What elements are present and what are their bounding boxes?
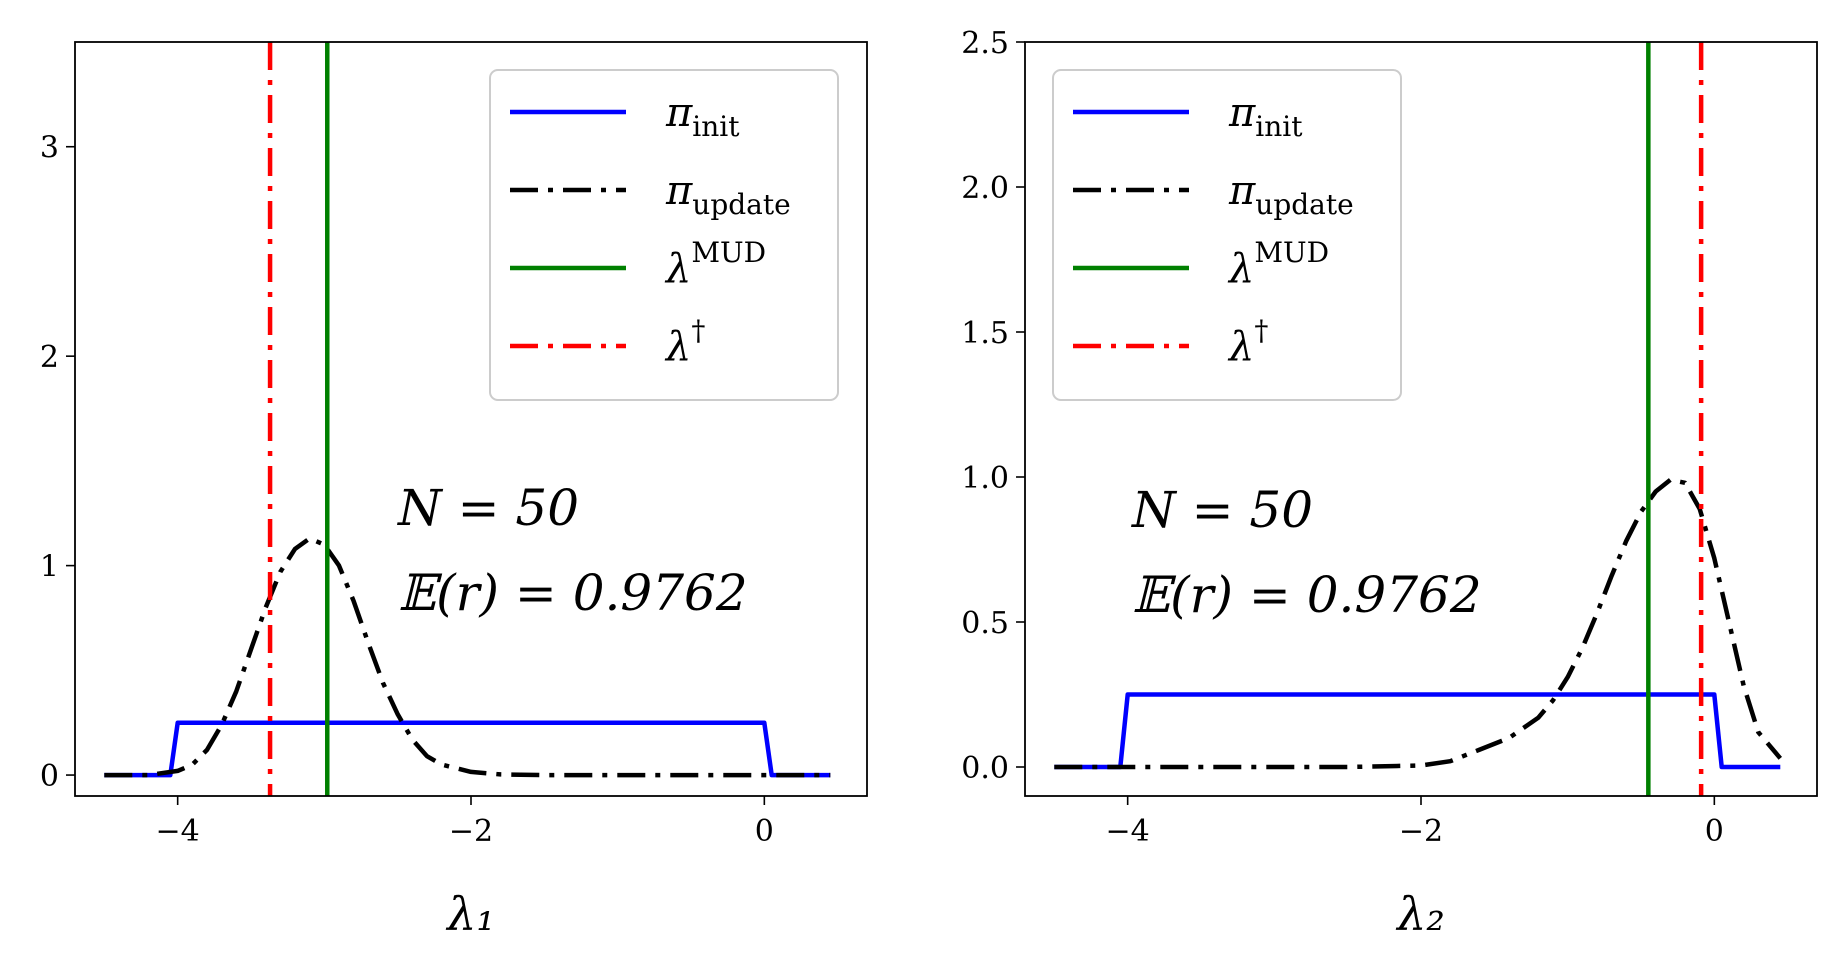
legend-label-0: πinit xyxy=(665,90,740,143)
y-tick-label: 2.5 xyxy=(961,26,1009,61)
legend-label-sup: MUD xyxy=(691,236,766,269)
legend-label-base: π xyxy=(665,168,693,214)
plot-area xyxy=(1054,42,1783,796)
legend-box xyxy=(1052,69,1402,401)
axes-frame xyxy=(1024,41,1818,797)
y-tick-label: 0.0 xyxy=(961,751,1009,786)
x-axis-label: λ₂ xyxy=(1395,887,1445,941)
series-line-1 xyxy=(104,536,831,778)
legend-label-3: λ† xyxy=(1227,314,1268,370)
x-tick-label: 0 xyxy=(1705,814,1724,849)
y-tick-label: 0 xyxy=(40,759,59,794)
legend-label-2: λMUD xyxy=(1227,236,1329,292)
legend-label-base: π xyxy=(1228,168,1256,214)
plot-area xyxy=(104,42,831,796)
series-line-0 xyxy=(104,720,831,778)
x-tick-label: −2 xyxy=(449,814,493,849)
axes-frame xyxy=(74,41,868,797)
y-tick-label: 1.5 xyxy=(961,316,1009,351)
annotation-1: 𝔼(r) = 0.9762 xyxy=(398,564,748,622)
legend-label-base: λ xyxy=(1227,246,1254,292)
legend-label-sub: init xyxy=(1255,110,1303,143)
y-tick-label: 0.5 xyxy=(961,606,1009,641)
legend-label-1: πupdate xyxy=(665,168,791,221)
y-tick-label: 1 xyxy=(40,550,59,585)
x-tick-label: −4 xyxy=(156,814,200,849)
legend-label-2: λMUD xyxy=(664,236,766,292)
legend-label-base: λ xyxy=(664,324,691,370)
x-tick-label: −4 xyxy=(1106,814,1150,849)
legend-label-3: λ† xyxy=(664,314,705,370)
legend-label-base: π xyxy=(1228,90,1256,136)
legend-label-base: λ xyxy=(664,246,691,292)
legend-label-sup: MUD xyxy=(1254,236,1329,269)
y-tick-label: 1.0 xyxy=(961,461,1009,496)
annotation-0: N = 50 xyxy=(397,479,579,537)
legend-box xyxy=(489,69,839,401)
legend-label-sup: † xyxy=(691,314,705,347)
chart-panel-2: −4 −2 00.00.51.01.52.02.5λ₂πinitπupdateλMU… xyxy=(961,26,1818,941)
annotation-1: 𝔼(r) = 0.9762 xyxy=(1132,566,1482,624)
annotation-0: N = 50 xyxy=(1131,481,1313,539)
y-tick-label: 2.0 xyxy=(961,171,1009,206)
x-axis-label: λ₁ xyxy=(445,887,495,941)
series-line-0 xyxy=(1054,692,1781,770)
legend-label-1: πupdate xyxy=(1228,168,1354,221)
legend-label-base: λ xyxy=(1227,324,1254,370)
x-tick-label: 0 xyxy=(755,814,774,849)
y-tick-label: 3 xyxy=(40,131,59,166)
legend-label-base: π xyxy=(665,90,693,136)
x-tick-label: −2 xyxy=(1399,814,1443,849)
y-tick-label: 2 xyxy=(40,340,59,375)
legend-label-sup: † xyxy=(1254,314,1268,347)
legend-label-sub: init xyxy=(692,110,740,143)
legend-label-sub: update xyxy=(1255,188,1353,221)
series-line-1 xyxy=(1054,477,1783,770)
legend-label-0: πinit xyxy=(1228,90,1303,143)
legend-label-sub: update xyxy=(692,188,790,221)
